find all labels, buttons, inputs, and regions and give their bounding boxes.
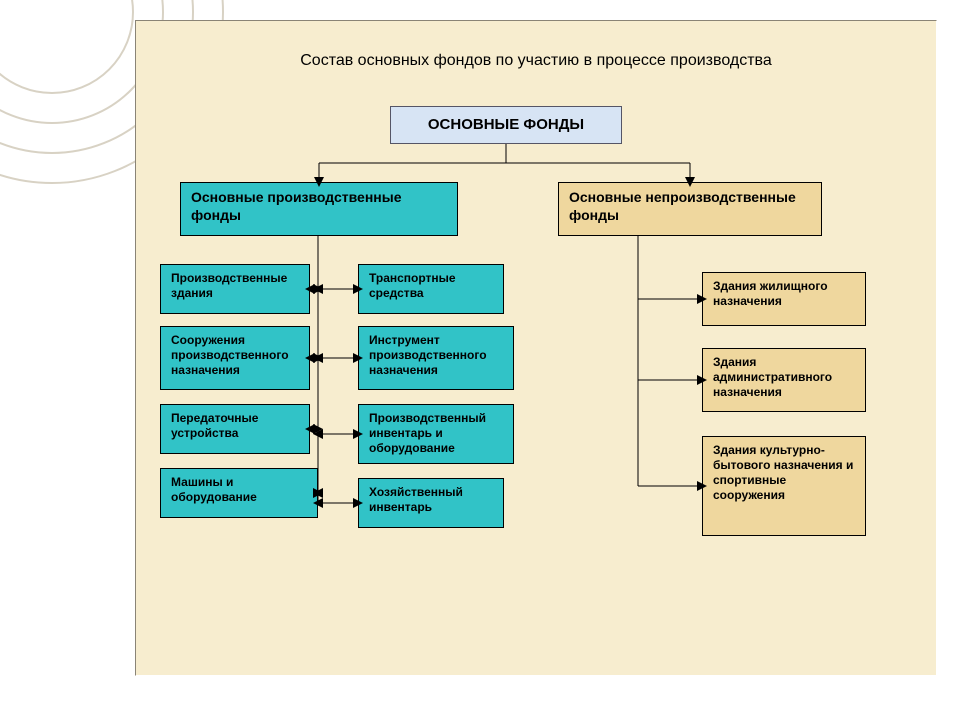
- node-nonprod-1: Здания административного назначения: [702, 348, 866, 412]
- branch-production: Основные производственные фонды: [180, 182, 458, 236]
- branch-nonproduction: Основные непроизводственные фонды: [558, 182, 822, 236]
- node-prod-right-0: Транспортные средства: [358, 264, 504, 314]
- node-prod-left-2: Передаточные устройства: [160, 404, 310, 454]
- node-prod-left-0: Производственные здания: [160, 264, 310, 314]
- page: Состав основных фондов по участию в проц…: [0, 0, 960, 720]
- node-prod-right-2: Производственный инвентарь и оборудовани…: [358, 404, 514, 464]
- node-nonprod-2: Здания культурно-бытового назначения и с…: [702, 436, 866, 536]
- root-node: ОСНОВНЫЕ ФОНДЫ: [390, 106, 622, 144]
- node-prod-left-3: Машины и оборудование: [160, 468, 318, 518]
- diagram-title: Состав основных фондов по участию в проц…: [135, 52, 937, 70]
- node-nonprod-0: Здания жилищного назначения: [702, 272, 866, 326]
- node-prod-right-1: Инструмент производственного назначения: [358, 326, 514, 390]
- node-prod-right-3: Хозяйственный инвентарь: [358, 478, 504, 528]
- node-prod-left-1: Сооружения производственного назначения: [160, 326, 310, 390]
